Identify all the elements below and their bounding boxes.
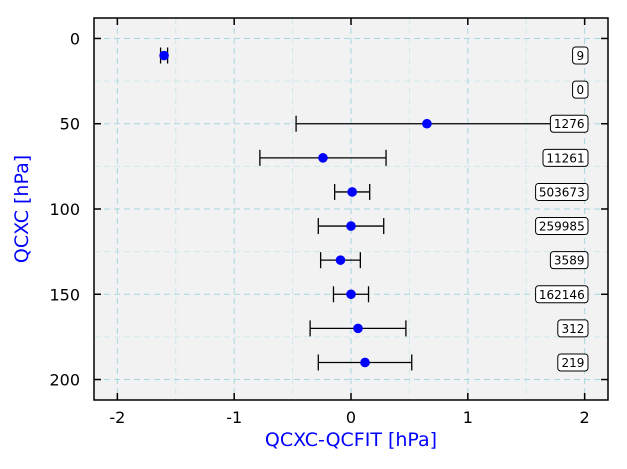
- data-point: [422, 118, 432, 129]
- x-tick-label: -1: [226, 408, 242, 427]
- count-label: 259985: [539, 220, 585, 234]
- data-point: [360, 357, 370, 368]
- data-point: [346, 221, 356, 231]
- data-points: [159, 50, 432, 368]
- count-label: 1276: [554, 117, 585, 131]
- axis-ticks: -2 -1 0 1 2 0 50 100 150 200: [49, 18, 608, 427]
- count-label: 3589: [554, 254, 585, 268]
- data-point: [347, 187, 357, 197]
- count-label: 219: [561, 356, 584, 370]
- x-tick-label: 2: [580, 408, 590, 427]
- y-tick-label: 200: [49, 371, 80, 390]
- y-tick-label: 0: [70, 29, 80, 48]
- count-label-box: [557, 319, 589, 338]
- data-point: [346, 289, 356, 300]
- data-point: [159, 50, 169, 61]
- count-label-box: [572, 80, 589, 99]
- count-label-box: [572, 46, 589, 65]
- count-label: 162146: [539, 288, 585, 302]
- count-label-box: [535, 182, 589, 201]
- count-label-box: [535, 217, 589, 236]
- y-tick-label: 100: [49, 200, 80, 219]
- x-tick-label: -2: [109, 408, 125, 427]
- y-axis-title: QCXC [hPa]: [11, 155, 33, 263]
- count-label: 11261: [546, 151, 584, 165]
- y-tick-label: 50: [60, 115, 80, 134]
- data-point: [353, 323, 363, 334]
- count-label-box: [535, 285, 589, 304]
- count-label-box: [542, 148, 589, 167]
- count-label-box: [549, 114, 589, 133]
- count-label-box: [549, 251, 589, 270]
- count-label-box: [557, 353, 589, 372]
- y-tick-label: 150: [49, 285, 80, 304]
- count-label: 9: [576, 49, 584, 63]
- x-tick-label: 0: [346, 408, 356, 427]
- count-label: 0: [576, 83, 584, 97]
- data-point: [318, 153, 328, 163]
- count-labels: 9 0 1276 11261 503673 259985 3589 162146 312 219: [535, 46, 589, 372]
- count-label: 503673: [539, 185, 585, 199]
- x-axis-title: QCXC-QCFIT [hPa]: [265, 429, 437, 451]
- x-tick-label: 1: [463, 408, 473, 427]
- data-point: [335, 255, 346, 265]
- count-label: 312: [561, 322, 584, 336]
